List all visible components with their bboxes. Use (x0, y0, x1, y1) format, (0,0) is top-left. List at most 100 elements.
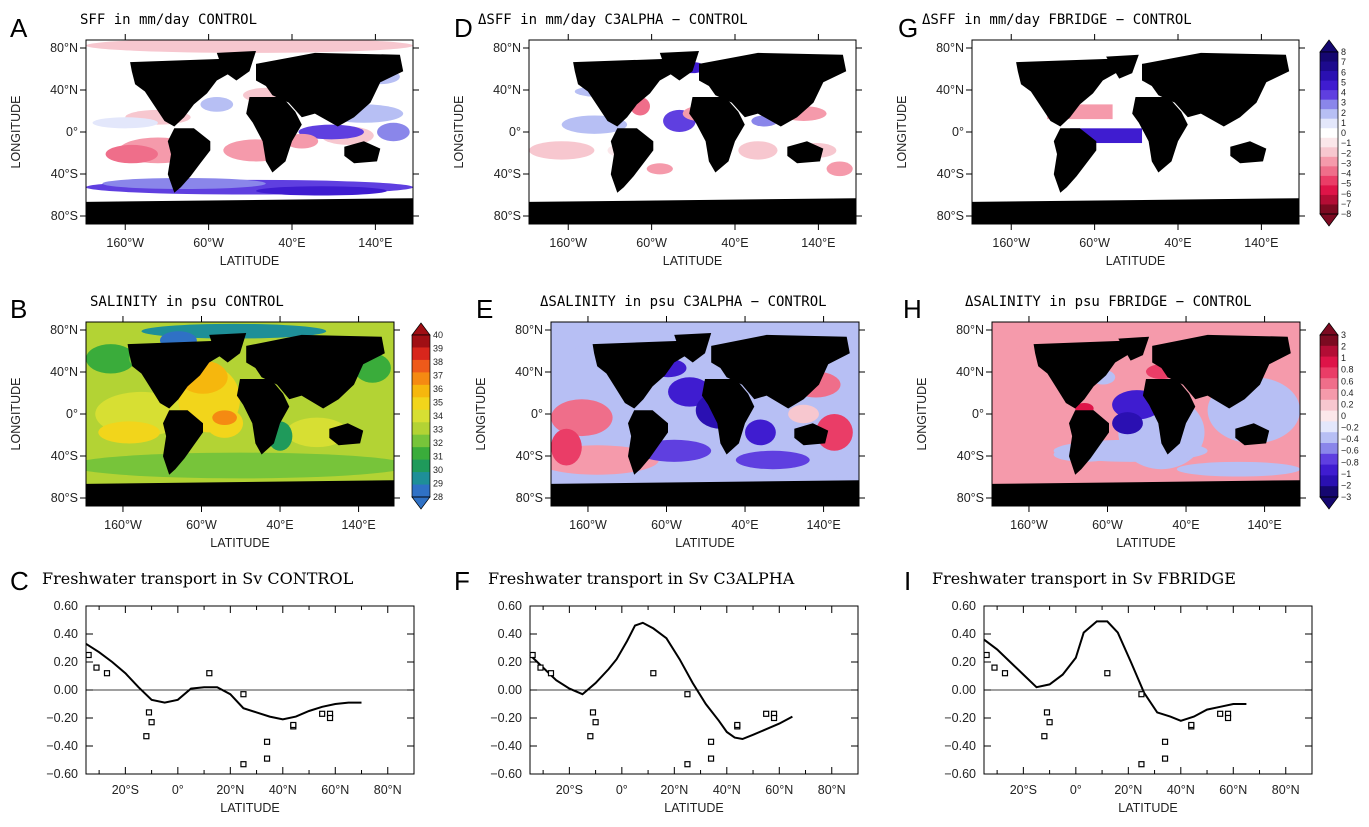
x-axis-label: LATITUDE (220, 254, 280, 268)
salinity-colorbar-label: 29 (433, 479, 443, 489)
land-africa (701, 379, 755, 455)
x-tick-label: 20°S (556, 783, 583, 797)
y-tick-label: 80°S (937, 209, 964, 223)
y-tick-label: 40°N (50, 365, 78, 379)
y-tick-label: 0° (952, 125, 964, 139)
observation-point (770, 714, 778, 722)
dsalinity-colorbar-label: 0.6 (1341, 376, 1354, 386)
x-tick-label: 60°W (186, 518, 217, 532)
y-tick-label: 80°N (956, 323, 984, 337)
x-tick-label: 160°W (549, 236, 587, 250)
x-tick-label: 160°W (992, 236, 1030, 250)
y-tick-label: 80°N (936, 41, 964, 55)
observation-point (587, 733, 594, 740)
sff-colorbar-label: 7 (1341, 57, 1346, 67)
observation-point (547, 670, 555, 677)
y-tick-label: −0.40 (46, 739, 78, 753)
observation-point (1001, 670, 1009, 677)
field-anomaly-6 (98, 421, 160, 444)
field-anomaly-16 (377, 122, 410, 142)
field-anomaly-13 (826, 161, 853, 177)
field-anomaly-1 (86, 452, 394, 479)
observation-point (707, 738, 715, 745)
x-tick-label: 20°S (112, 783, 139, 797)
y-tick-label: 80°N (515, 323, 543, 337)
observation-point (145, 709, 153, 716)
y-tick-label: 80°S (51, 209, 78, 223)
x-axis-label: LATITUDE (210, 536, 270, 550)
dsalinity-colorbar-segment (1320, 389, 1338, 401)
sff-colorbar-label: −8 (1341, 209, 1351, 219)
salinity-colorbar-frame (411, 334, 431, 498)
y-tick-label: −0.60 (490, 767, 522, 781)
field-anomaly-0 (86, 40, 413, 53)
dsalinity-colorbar-label: 0.2 (1341, 399, 1354, 409)
land-greenland (1106, 54, 1139, 79)
x-axis-label: LATITUDE (220, 801, 280, 815)
line-panel-I: I Freshwater transport in Sv FBRIDGE 0.6… (904, 566, 1313, 815)
y-tick-label: 40°S (51, 449, 78, 463)
x-axis-label: LATITUDE (1118, 801, 1178, 815)
sff-colorbar-segment (1320, 137, 1338, 148)
x-axis-label: LATITUDE (1116, 536, 1176, 550)
land-north-america (127, 340, 228, 409)
y-tick-label: 0.40 (54, 627, 78, 641)
dsalinity-colorbar-label: −0.6 (1341, 446, 1359, 456)
observation-point (1041, 733, 1048, 740)
map-field-A (86, 40, 413, 224)
map-title-G: ΔSFF in mm/day FBRIDGE − CONTROL (922, 12, 1192, 28)
x-tick-label: 20°S (1010, 783, 1037, 797)
salinity-colorbar-label: 30 (433, 465, 443, 475)
observation-point (1188, 721, 1195, 729)
y-tick-label: 0.20 (952, 655, 976, 669)
y-tick-label: 0° (531, 407, 543, 421)
y-tick-label: 80°N (493, 41, 521, 55)
y-axis-label: LONGITUDE (452, 96, 466, 169)
dsalinity-colorbar-bottom-arrow (1319, 496, 1339, 510)
salinity-colorbar-segment (412, 335, 430, 348)
observation-point (1138, 761, 1145, 768)
sff-colorbar-segment (1320, 128, 1338, 139)
observation-point (326, 714, 334, 722)
observation-point (650, 670, 657, 677)
x-tick-label: 20°N (660, 783, 688, 797)
dsalinity-colorbar-segment (1320, 367, 1338, 379)
sff-colorbar-label: −1 (1341, 138, 1351, 148)
line-title-F: Freshwater transport in Sv C3ALPHA (488, 569, 795, 588)
observation-point (85, 651, 92, 659)
dsalinity-colorbar-frame (1319, 334, 1339, 498)
x-tick-label: 140°E (1244, 236, 1278, 250)
field-anomaly-8 (298, 124, 364, 140)
line-chart-C: 0.60 0.40 0.20 0.00 −0.20 −0.40 −0.60 20°S 0° 20°… (46, 599, 415, 815)
sff-colorbar-segment (1320, 80, 1338, 91)
sff-colorbar-label: −7 (1341, 199, 1351, 209)
transport-line-0 (85, 642, 362, 721)
land-south-america (1053, 128, 1097, 193)
x-tick-label: 60°N (321, 783, 349, 797)
y-axis-label: LONGITUDE (474, 378, 488, 451)
y-tick-label: 80°N (50, 323, 78, 337)
y-tick-label: 80°S (51, 491, 78, 505)
land-greenland (209, 333, 247, 363)
land-eurasia (711, 334, 850, 409)
observation-point (1161, 738, 1169, 745)
salinity-colorbar-top-arrow (411, 322, 431, 336)
y-tick-label: 40°S (957, 449, 984, 463)
observation-point (991, 664, 998, 671)
land-north-america (592, 340, 693, 409)
y-tick-label: 0.00 (54, 683, 78, 697)
dsalinity-colorbar-label: −3 (1341, 492, 1351, 502)
x-tick-label: 40°N (269, 783, 297, 797)
sff-colorbar-label: 1 (1341, 118, 1346, 128)
field-anomaly-6 (529, 141, 595, 160)
y-tick-label: 40°N (936, 83, 964, 97)
y-tick-label: −0.60 (944, 767, 976, 781)
land-greenland (1118, 336, 1150, 361)
x-tick-label: 40°E (278, 236, 305, 250)
panel-letter-C: C (10, 566, 29, 596)
land-north-america (573, 58, 680, 127)
land-australia (794, 423, 829, 446)
y-tick-label: 0.20 (54, 655, 78, 669)
sff-colorbar-segment (1320, 61, 1338, 72)
y-tick-label: 0.60 (54, 599, 78, 613)
